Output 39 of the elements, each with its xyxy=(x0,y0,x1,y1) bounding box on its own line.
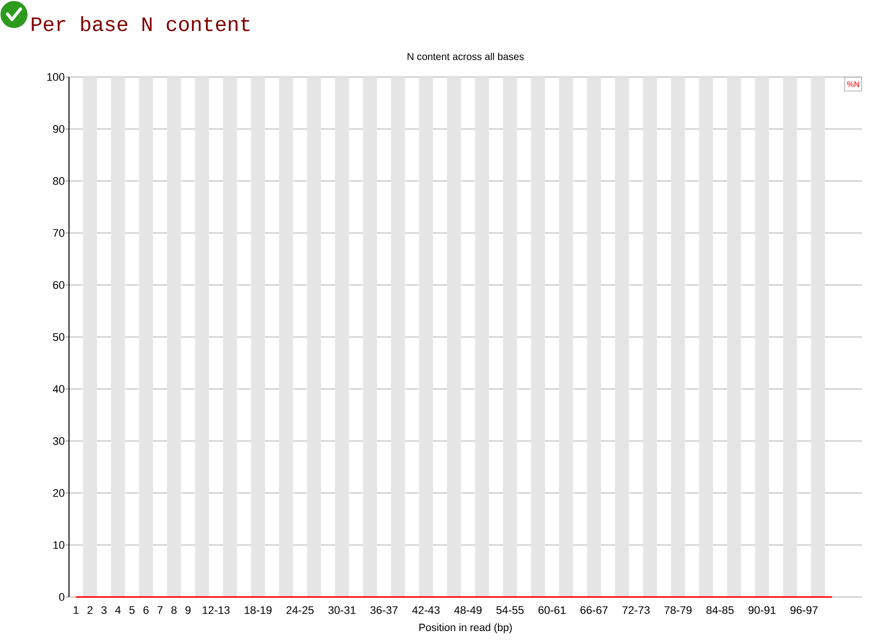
x-tick-label: 84-85 xyxy=(706,606,734,614)
x-tick-label: 12-13 xyxy=(202,606,230,614)
y-tick-label: 40 xyxy=(52,385,64,393)
x-tick-label: 9 xyxy=(185,606,191,614)
x-tick-label: 8 xyxy=(171,606,177,614)
y-tick-label: 90 xyxy=(53,125,64,133)
y-tick-label: 30 xyxy=(52,437,64,445)
x-tick-label: 48-49 xyxy=(454,606,482,614)
x-tick-label: 18-19 xyxy=(244,606,272,614)
x-tick-label: 54-55 xyxy=(496,606,524,614)
chart-subtitle: N content across all bases xyxy=(408,52,524,60)
y-tick-label: 50 xyxy=(53,333,64,341)
y-tick-label: 100 xyxy=(47,73,64,81)
y-tick-label: 80 xyxy=(53,177,64,185)
x-tick-label: 7 xyxy=(158,606,163,614)
x-axis-title: Position in read (bp) xyxy=(419,623,512,634)
x-tick-label: 42-43 xyxy=(412,606,440,614)
x-tick-label: 3 xyxy=(101,606,107,614)
chart-title: Per base N content xyxy=(32,16,250,32)
x-tick-label: 78-79 xyxy=(664,606,692,614)
x-tick-label: 1 xyxy=(74,606,79,614)
x-tick-label: 36-37 xyxy=(370,606,398,614)
y-tick-label: 20 xyxy=(53,489,64,497)
x-tick-label: 30-31 xyxy=(328,606,356,614)
x-tick-label: 90-91 xyxy=(748,606,776,614)
x-tick-label: 60-61 xyxy=(538,606,566,614)
y-tick-label: 70 xyxy=(53,229,64,237)
x-tick-label: 6 xyxy=(144,606,149,614)
x-tick-label: 4 xyxy=(115,606,121,614)
y-tick-label: 0 xyxy=(59,593,64,601)
y-tick-label: 10 xyxy=(53,541,64,549)
x-tick-label: 2 xyxy=(87,606,93,614)
x-tick-label: 24-25 xyxy=(286,606,314,614)
x-tick-label: 72-73 xyxy=(622,606,650,614)
x-tick-label: 96-97 xyxy=(790,606,818,614)
x-tick-label: 66-67 xyxy=(580,606,608,614)
y-tick-label: 60 xyxy=(53,281,64,289)
x-tick-label: 5 xyxy=(129,606,135,614)
text: %N xyxy=(847,81,859,87)
